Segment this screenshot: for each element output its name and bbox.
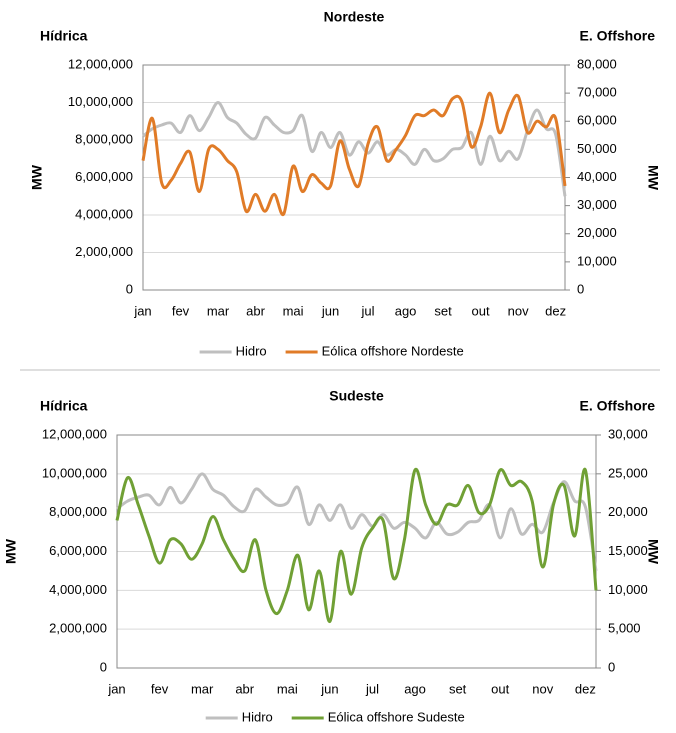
- y2-tick-label: 10,000: [577, 253, 617, 268]
- y2-tick-label: 60,000: [577, 113, 617, 128]
- series-line: [142, 100, 567, 197]
- y2-axis-label: MW: [645, 539, 661, 565]
- y2-tick-label: 20,000: [608, 504, 648, 519]
- y2-tick-label: 10,000: [608, 582, 648, 597]
- y2-tick-label: 30,000: [608, 426, 648, 441]
- y-axis-label: MW: [29, 164, 45, 190]
- x-tick-label: mar: [191, 681, 214, 696]
- y-tick-label: 2,000,000: [75, 244, 133, 259]
- y2-tick-label: 0: [577, 281, 584, 296]
- x-tick-label: nov: [508, 303, 529, 318]
- y-tick-label: 10,000,000: [42, 465, 107, 480]
- x-tick-label: ago: [404, 681, 426, 696]
- x-tick-label: jul: [365, 681, 379, 696]
- y2-tick-label: 0: [608, 659, 615, 674]
- legend-label: Hidro: [242, 709, 273, 724]
- chart-title: Nordeste: [324, 9, 385, 25]
- y2-tick-label: 50,000: [577, 141, 617, 156]
- y2-tick-label: 15,000: [608, 543, 648, 558]
- chart-title: Sudeste: [329, 388, 384, 404]
- x-tick-label: set: [434, 303, 452, 318]
- x-tick-label: ago: [395, 303, 417, 318]
- y2-tick-label: 80,000: [577, 56, 617, 71]
- y2-tick-label: 5,000: [608, 621, 641, 636]
- legend-label: Eólica offshore Nordeste: [322, 343, 464, 358]
- y-tick-label: 8,000,000: [75, 131, 133, 146]
- y2-tick-label: 70,000: [577, 85, 617, 100]
- x-tick-label: nov: [532, 681, 553, 696]
- y-tick-label: 12,000,000: [42, 426, 107, 441]
- y2-tick-label: 40,000: [577, 169, 617, 184]
- y-tick-label: 0: [100, 659, 107, 674]
- x-tick-label: jan: [133, 303, 151, 318]
- x-tick-label: out: [472, 303, 490, 318]
- x-tick-label: mai: [283, 303, 304, 318]
- x-tick-label: mai: [277, 681, 298, 696]
- plot-frame: [116, 434, 597, 669]
- x-tick-label: dez: [545, 303, 566, 318]
- right-axis-title: E. Offshore: [580, 28, 656, 44]
- legend-label: Eólica offshore Sudeste: [328, 709, 465, 724]
- series-line: [116, 472, 598, 572]
- x-tick-label: jan: [107, 681, 125, 696]
- x-tick-label: mar: [207, 303, 230, 318]
- x-tick-label: dez: [575, 681, 596, 696]
- series-line: [141, 91, 567, 217]
- x-tick-label: jul: [361, 303, 375, 318]
- y-tick-label: 6,000,000: [75, 169, 133, 184]
- y-tick-label: 4,000,000: [75, 206, 133, 221]
- y-tick-label: 4,000,000: [49, 582, 107, 597]
- left-axis-title: Hídrica: [40, 398, 88, 414]
- y-axis-label: MW: [3, 538, 19, 564]
- x-tick-label: out: [491, 681, 509, 696]
- x-tick-label: abr: [246, 303, 265, 318]
- x-tick-label: abr: [235, 681, 254, 696]
- right-axis-title: E. Offshore: [580, 398, 656, 414]
- x-tick-label: jun: [320, 681, 338, 696]
- x-tick-label: fev: [172, 303, 190, 318]
- y-tick-label: 12,000,000: [68, 56, 133, 71]
- left-axis-title: Hídrica: [40, 28, 88, 44]
- y2-tick-label: 30,000: [577, 197, 617, 212]
- y-tick-label: 10,000,000: [68, 94, 133, 109]
- y-tick-label: 0: [126, 281, 133, 296]
- series-line: [115, 467, 598, 623]
- y2-axis-label: MW: [645, 165, 661, 191]
- y-tick-label: 8,000,000: [49, 504, 107, 519]
- y-tick-label: 6,000,000: [49, 543, 107, 558]
- y2-tick-label: 20,000: [577, 225, 617, 240]
- legend-label: Hidro: [236, 343, 267, 358]
- y-tick-label: 2,000,000: [49, 621, 107, 636]
- x-tick-label: set: [449, 681, 467, 696]
- x-tick-label: jun: [321, 303, 339, 318]
- y2-tick-label: 25,000: [608, 465, 648, 480]
- x-tick-label: fev: [151, 681, 169, 696]
